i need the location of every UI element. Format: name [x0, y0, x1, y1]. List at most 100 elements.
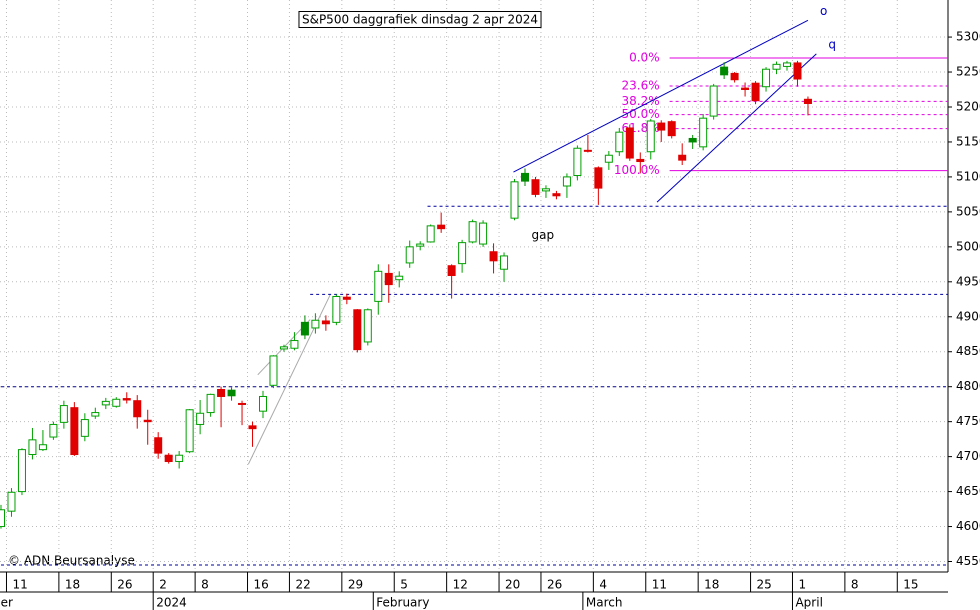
candle-body — [0, 509, 5, 528]
candle-body — [28, 439, 37, 456]
candle-body — [636, 158, 645, 163]
candle-body — [154, 437, 163, 454]
x-tick-label: 5 — [400, 578, 408, 592]
fibonacci-label: 50.0% — [621, 107, 659, 121]
x-tick-label: 2 — [159, 578, 167, 592]
candle-body — [290, 340, 299, 349]
candle-body — [395, 275, 404, 281]
candle-body — [17, 449, 26, 493]
x-tick-label: 20 — [505, 578, 520, 592]
candle-body — [646, 120, 655, 153]
candle-body — [59, 405, 68, 423]
candle-body — [321, 320, 330, 325]
candle-body — [552, 193, 561, 197]
candle-body — [783, 62, 791, 67]
candle-body — [7, 491, 16, 512]
candle-body — [238, 402, 247, 405]
month-label: April — [795, 596, 822, 610]
x-tick-label: 8 — [201, 578, 209, 592]
title-box — [298, 11, 542, 28]
candle-body — [112, 398, 121, 407]
candle-body — [248, 425, 257, 430]
month-label: December — [0, 596, 13, 610]
candle-body — [709, 85, 718, 117]
x-tick-label: 22 — [295, 578, 310, 592]
candle-body — [259, 395, 267, 412]
candle-body — [279, 346, 288, 350]
candle-body — [741, 87, 750, 91]
source: © ADN Beursanalyse — [8, 554, 135, 568]
chart-title: S&P500 daggrafiek dinsdag 2 apr 2024 — [302, 13, 538, 27]
candle-body — [657, 122, 666, 131]
y-tick-label: 5250 — [956, 65, 980, 79]
candle-body — [353, 309, 362, 351]
candle-body — [342, 296, 351, 300]
candle-body — [196, 412, 205, 425]
candle-body — [217, 388, 226, 397]
candle-body — [49, 423, 58, 438]
candle-body — [688, 137, 697, 143]
candle-body — [531, 179, 540, 195]
x-tick-label: 15 — [903, 578, 918, 592]
y-tick-label: 5050 — [956, 204, 980, 218]
candle-body — [164, 454, 173, 463]
y-tick-label: 4700 — [956, 449, 980, 463]
y-tick-label: 4950 — [956, 274, 980, 288]
candle-body — [468, 221, 477, 243]
trend-line — [513, 19, 809, 173]
y-tick-label: 4600 — [956, 519, 980, 533]
candle-body — [416, 243, 425, 247]
candle-body — [311, 319, 320, 329]
y-tick-label: 5100 — [956, 169, 980, 183]
candle-body — [363, 309, 372, 343]
y-tick-label: 4650 — [956, 484, 980, 498]
candle-body — [562, 176, 571, 187]
candle-body — [541, 188, 550, 192]
x-tick-label: 26 — [117, 578, 132, 592]
y-tick-label: 4750 — [956, 414, 980, 428]
candle-body — [489, 251, 498, 262]
x-tick-label: 11 — [12, 578, 27, 592]
candle-body — [604, 154, 613, 163]
candle-body — [206, 393, 215, 414]
candle-body — [300, 321, 309, 336]
x-tick-label: 4 — [599, 578, 607, 592]
trend-label: q — [828, 37, 836, 51]
x-tick-label: 11 — [652, 578, 667, 592]
x-tick-label: 16 — [254, 578, 269, 592]
candle-body — [70, 407, 79, 456]
candle-body — [594, 167, 603, 189]
x-tick-label: 8 — [851, 578, 859, 592]
x-tick-label: 18 — [704, 578, 719, 592]
candle-body — [699, 117, 708, 148]
candle-body — [583, 149, 592, 152]
candle-body — [426, 225, 435, 243]
fibonacci-label: 100.0% — [614, 163, 660, 177]
trend-label: o — [820, 4, 827, 18]
month-label: February — [376, 596, 429, 610]
candle-body — [437, 224, 446, 230]
y-tick-label: 4550 — [956, 554, 980, 568]
candle-body — [175, 454, 184, 463]
candle-body — [573, 147, 582, 177]
candle-body — [269, 355, 278, 386]
candle-body — [730, 72, 739, 81]
candle-body — [447, 265, 456, 277]
candle-body — [133, 400, 142, 418]
candle-body — [479, 222, 488, 245]
x-tick-label: 29 — [348, 578, 363, 592]
y-tick-label: 5150 — [956, 134, 980, 148]
month-label: 2024 — [156, 596, 187, 610]
candle-body — [720, 66, 729, 76]
candle-body — [143, 419, 152, 423]
candle-body — [793, 62, 802, 80]
candle-body — [384, 272, 393, 286]
candle-body — [762, 68, 771, 88]
candle-body — [101, 400, 110, 406]
y-tick-label: 5000 — [956, 239, 980, 253]
candle-body — [500, 255, 509, 270]
candle-body — [185, 409, 194, 453]
candle-body — [405, 246, 414, 264]
